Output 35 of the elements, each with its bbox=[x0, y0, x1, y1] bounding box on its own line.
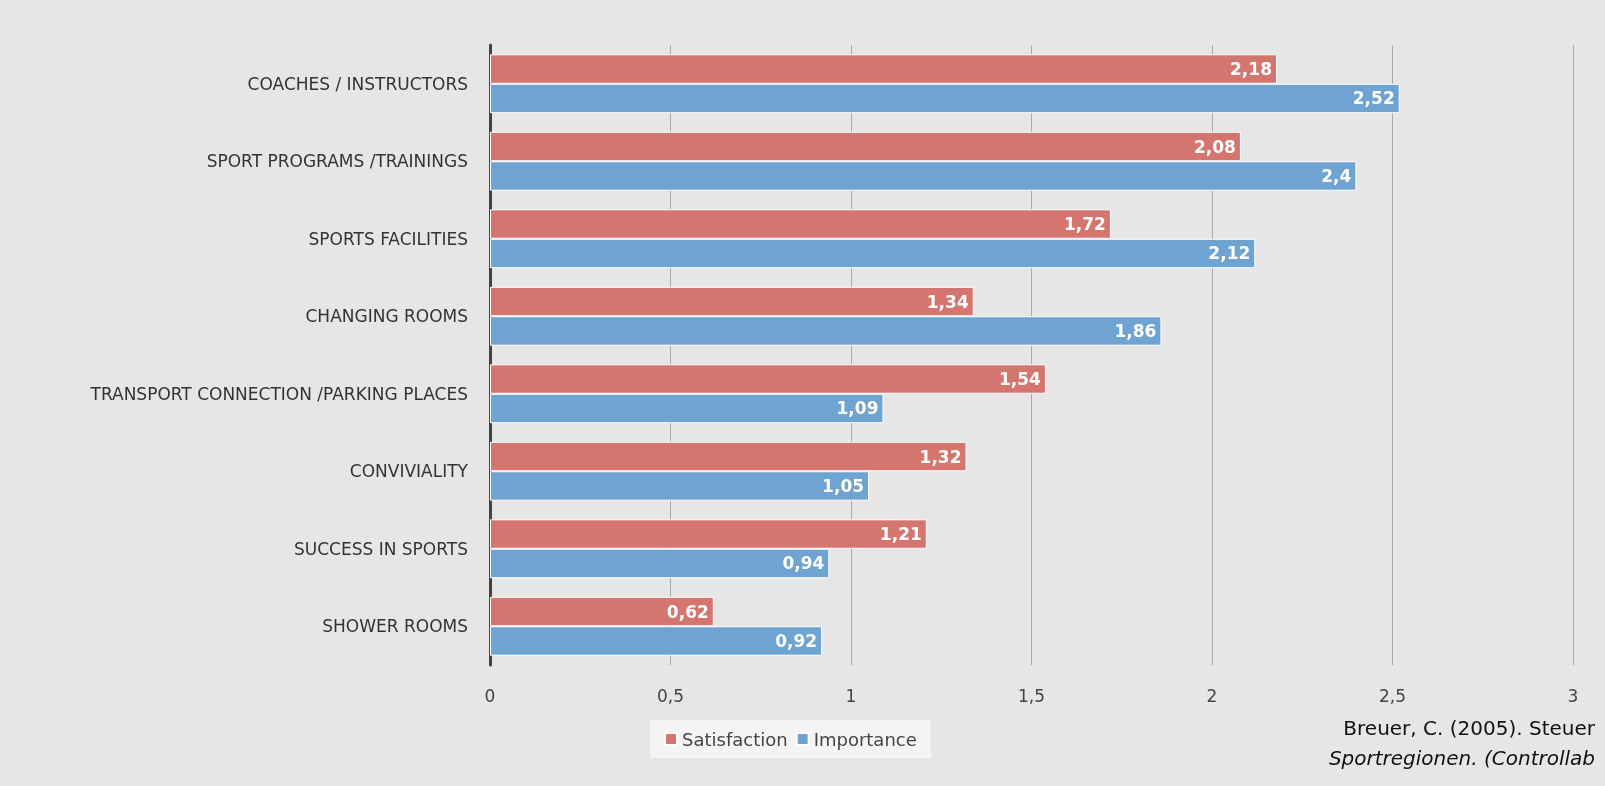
x-tick-label: 0 bbox=[484, 685, 496, 706]
data-label: 1,54 bbox=[998, 369, 1042, 390]
data-label: 0,62 bbox=[666, 601, 709, 622]
y-tick-label: CHANGING ROOMS bbox=[305, 306, 468, 327]
data-label: 1,72 bbox=[1063, 214, 1106, 235]
data-label: 1,34 bbox=[926, 291, 969, 312]
text: Sportregionen. (Controllab bbox=[1328, 746, 1595, 770]
y-tick-label: SHOWER ROOMS bbox=[322, 616, 468, 637]
y-tick-label: SUCCESS IN SPORTS bbox=[293, 538, 468, 559]
y-tick-label: CONVIVIALITY bbox=[349, 461, 469, 482]
y-tick-label: TRANSPORT CONNECTION /PARKING PLACES bbox=[89, 383, 468, 404]
data-label: 0,92 bbox=[775, 630, 818, 651]
data-label: 2,12 bbox=[1208, 243, 1251, 264]
data-label: 2,4 bbox=[1321, 165, 1352, 186]
x-tick-label: 1 bbox=[845, 685, 857, 706]
data-label: 2,08 bbox=[1193, 136, 1236, 157]
x-tick-label: 2 bbox=[1206, 685, 1218, 706]
y-tick-label: SPORT PROGRAMS /TRAININGS bbox=[206, 151, 468, 172]
data-label: 2,18 bbox=[1230, 59, 1272, 80]
data-label: 1,86 bbox=[1114, 320, 1157, 341]
data-label: 1,09 bbox=[836, 398, 879, 419]
y-tick-label: SPORTS FACILITIES bbox=[308, 228, 468, 249]
y-tick-label: COACHES / INSTRUCTORS bbox=[247, 73, 468, 94]
x-tick-label: 2,5 bbox=[1378, 685, 1407, 706]
data-label: 1,21 bbox=[879, 524, 922, 545]
text: Breuer, C. (2005). Steuer bbox=[1343, 716, 1596, 740]
data-label: 1,32 bbox=[919, 446, 962, 467]
x-tick-label: 3 bbox=[1567, 685, 1579, 706]
x-tick-label: 0,5 bbox=[656, 685, 685, 706]
data-label: 2,52 bbox=[1352, 88, 1395, 109]
data-label: 0,94 bbox=[782, 553, 825, 574]
data-label: 1,05 bbox=[822, 475, 865, 496]
legend-label: Satisfaction bbox=[682, 728, 788, 750]
x-tick-label: 1,5 bbox=[1017, 685, 1046, 706]
legend-label: Importance bbox=[813, 728, 917, 750]
